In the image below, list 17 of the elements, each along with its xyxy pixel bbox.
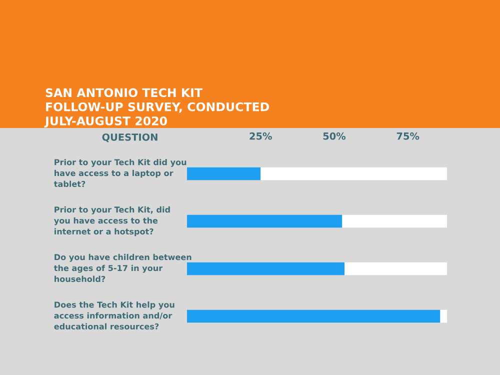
y-axis-title: QUESTION <box>102 133 158 142</box>
bar <box>187 262 345 276</box>
bar <box>344 262 447 276</box>
bar <box>187 167 261 180</box>
bar <box>187 310 440 323</box>
chart-title: SAN ANTONIO TECH KIT FOLLOW-UP SURVEY, CONDUCTED JULY-AUGUST 2020 <box>44 88 269 128</box>
y-tick-label: Does the Tech Kit help you access information and/or educational resources? <box>54 301 174 330</box>
y-tick-label: Prior to your Tech Kit did you have access to a laptop or tablet? <box>54 158 186 187</box>
x-tick-label: 50% <box>323 132 346 140</box>
bar <box>342 214 447 228</box>
y-tick-label: Do you have children between the ages of 5-17 in your household? <box>54 254 192 282</box>
x-tick-label: 75% <box>396 132 420 140</box>
y-tick-label: Prior to your Tech Kit, did you have access to the internet or a hotspot? <box>54 206 170 236</box>
bar <box>260 167 447 180</box>
x-tick-label: 25% <box>250 132 272 140</box>
bar <box>440 310 447 323</box>
bar <box>187 214 342 228</box>
